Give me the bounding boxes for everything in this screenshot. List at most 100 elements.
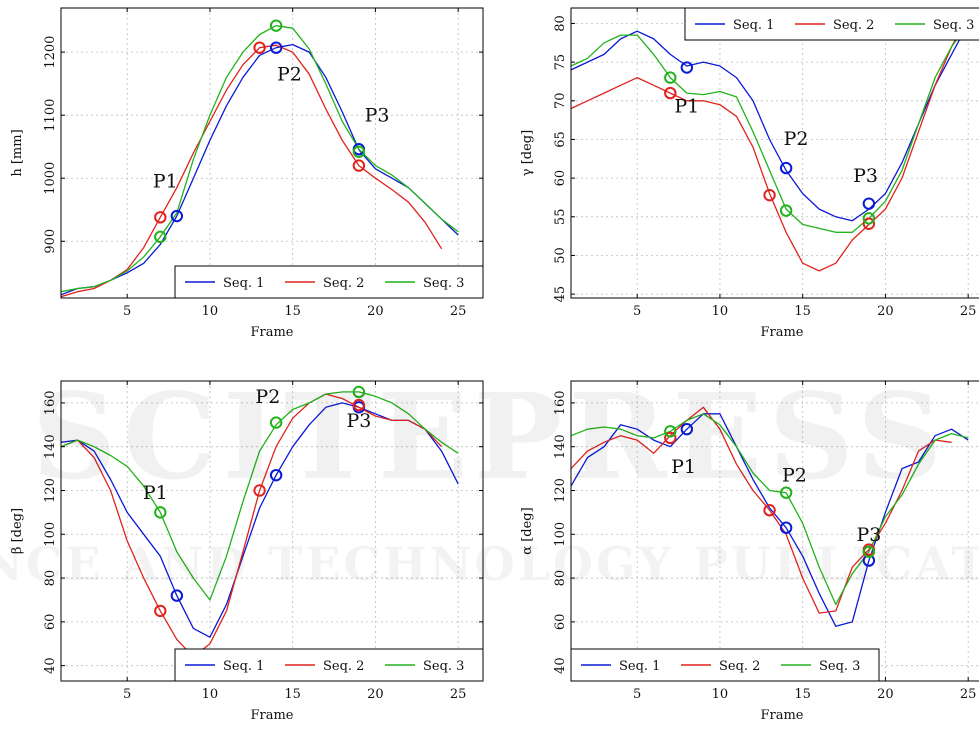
marker-seq-2	[253, 484, 266, 497]
x-tick-label: 15	[284, 687, 301, 702]
legend: Seq. 1 Seq. 2 Seq. 3	[174, 265, 484, 299]
marker-seq-3	[862, 545, 876, 559]
legend-label-2: Seq. 2	[833, 18, 874, 33]
annotation-label: P1	[143, 482, 168, 504]
legend-box	[174, 648, 484, 682]
x-tick-label: 15	[284, 304, 301, 319]
legend-label-3: Seq. 3	[819, 659, 860, 674]
legend-label-2: Seq. 2	[323, 659, 364, 674]
legend-label-1: Seq. 1	[223, 276, 264, 291]
marker-seq-3	[352, 385, 366, 399]
x-tick-label: 5	[123, 304, 131, 319]
legend-box	[174, 265, 484, 299]
annotation-label: P2	[255, 386, 280, 408]
x-tick-label: 20	[877, 304, 894, 319]
y-tick-label: 70	[553, 93, 568, 110]
y-tick-label: 75	[553, 54, 568, 71]
x-axis-label: Frame	[760, 708, 803, 723]
marker-seq-3	[269, 416, 283, 429]
marker-seq-2	[352, 398, 366, 412]
y-tick-label: 60	[553, 170, 568, 187]
y-tick-label: 60	[43, 614, 58, 631]
marker-seq-2	[763, 503, 776, 517]
y-tick-label: 140	[43, 434, 58, 459]
plot-area	[61, 385, 459, 658]
series-line-2	[571, 406, 952, 614]
marker-seq-3	[269, 19, 283, 32]
marker-seq-2	[154, 604, 167, 618]
x-tick-label: 20	[877, 687, 894, 702]
legend: Seq. 1 Seq. 2 Seq. 3	[684, 7, 979, 41]
y-tick-label: 140	[553, 434, 568, 459]
y-tick-label: 1000	[43, 162, 58, 195]
y-axis-label: α [deg]	[520, 507, 535, 554]
x-axis-label: Frame	[250, 325, 293, 340]
marker-seq-3	[779, 486, 793, 499]
y-axis-label: h [mm]	[10, 129, 25, 176]
x-tick-label: 20	[367, 687, 384, 702]
legend-box	[684, 7, 979, 41]
legend-label-3: Seq. 3	[933, 18, 974, 33]
legend-label-2: Seq. 2	[719, 659, 760, 674]
y-axis-label: γ [deg]	[520, 130, 535, 176]
x-tick-label: 15	[794, 304, 811, 319]
x-tick-label: 25	[450, 687, 467, 702]
y-tick-label: 40	[553, 657, 568, 674]
legend-box	[570, 648, 880, 682]
marker-seq-1	[680, 422, 694, 436]
marker-seq-3	[664, 425, 677, 438]
x-tick-label: 25	[450, 304, 467, 319]
y-tick-label: 80	[553, 15, 568, 32]
y-tick-label: 80	[43, 570, 58, 587]
marker-seq-2	[664, 431, 677, 445]
x-tick-label: 10	[202, 687, 219, 702]
chart-panel-3: 5 10 15 20 25 40 60 80 100 120 140 160 Frame β [deg] P…	[10, 380, 484, 723]
legend-label-2: Seq. 2	[323, 276, 364, 291]
y-tick-label: 80	[553, 570, 568, 587]
marker-seq-2	[664, 86, 677, 100]
x-tick-label: 10	[712, 304, 729, 319]
marker-seq-1	[862, 197, 876, 210]
x-tick-label: 15	[794, 687, 811, 702]
annotation-label: P3	[365, 104, 390, 126]
y-tick-label: 40	[43, 657, 58, 674]
annotation-label: P3	[856, 524, 881, 546]
annotation-label: P3	[853, 165, 878, 187]
marker-seq-3	[154, 230, 167, 244]
y-tick-label: 160	[43, 390, 58, 415]
chart-panel-2: 5 10 15 20 25 45 50 55 60 65 70 75 80 Frame γ [deg] P1 P…	[520, 7, 979, 340]
y-tick-label: 100	[43, 522, 58, 547]
marker-seq-2	[862, 217, 876, 230]
annotation-label: P3	[346, 410, 371, 432]
x-tick-label: 5	[633, 304, 641, 319]
annotation-label: P2	[782, 465, 807, 487]
series-line-2	[571, 15, 969, 272]
x-tick-label: 10	[202, 304, 219, 319]
marker-seq-1	[269, 468, 283, 482]
legend-label-3: Seq. 3	[423, 276, 464, 291]
marker-seq-1	[779, 161, 793, 175]
marker-seq-1	[680, 61, 694, 74]
marker-seq-3	[352, 145, 366, 158]
plot-area	[571, 406, 969, 627]
marker-seq-1	[170, 589, 184, 602]
marker-seq-3	[779, 204, 793, 217]
series-line-1	[571, 413, 969, 627]
plot-area	[571, 15, 969, 272]
y-axis-label: β [deg]	[10, 508, 25, 554]
legend-label-1: Seq. 1	[619, 659, 660, 674]
marker-seq-2	[763, 188, 776, 202]
x-tick-label: 5	[123, 687, 131, 702]
x-axis-label: Frame	[760, 325, 803, 340]
series-line-1	[571, 23, 969, 222]
plot-frame	[570, 380, 979, 682]
chart-panel-4: 5 10 15 20 25 40 60 80 100 120 140 160 Frame α [deg] P…	[520, 380, 979, 723]
annotation-label: P1	[671, 456, 696, 478]
marker-seq-2	[154, 211, 167, 224]
legend-label-3: Seq. 3	[423, 659, 464, 674]
series-line-2	[61, 44, 443, 298]
y-tick-label: 120	[43, 478, 58, 503]
marker-seq-3	[862, 212, 876, 225]
marker-seq-1	[269, 41, 283, 54]
